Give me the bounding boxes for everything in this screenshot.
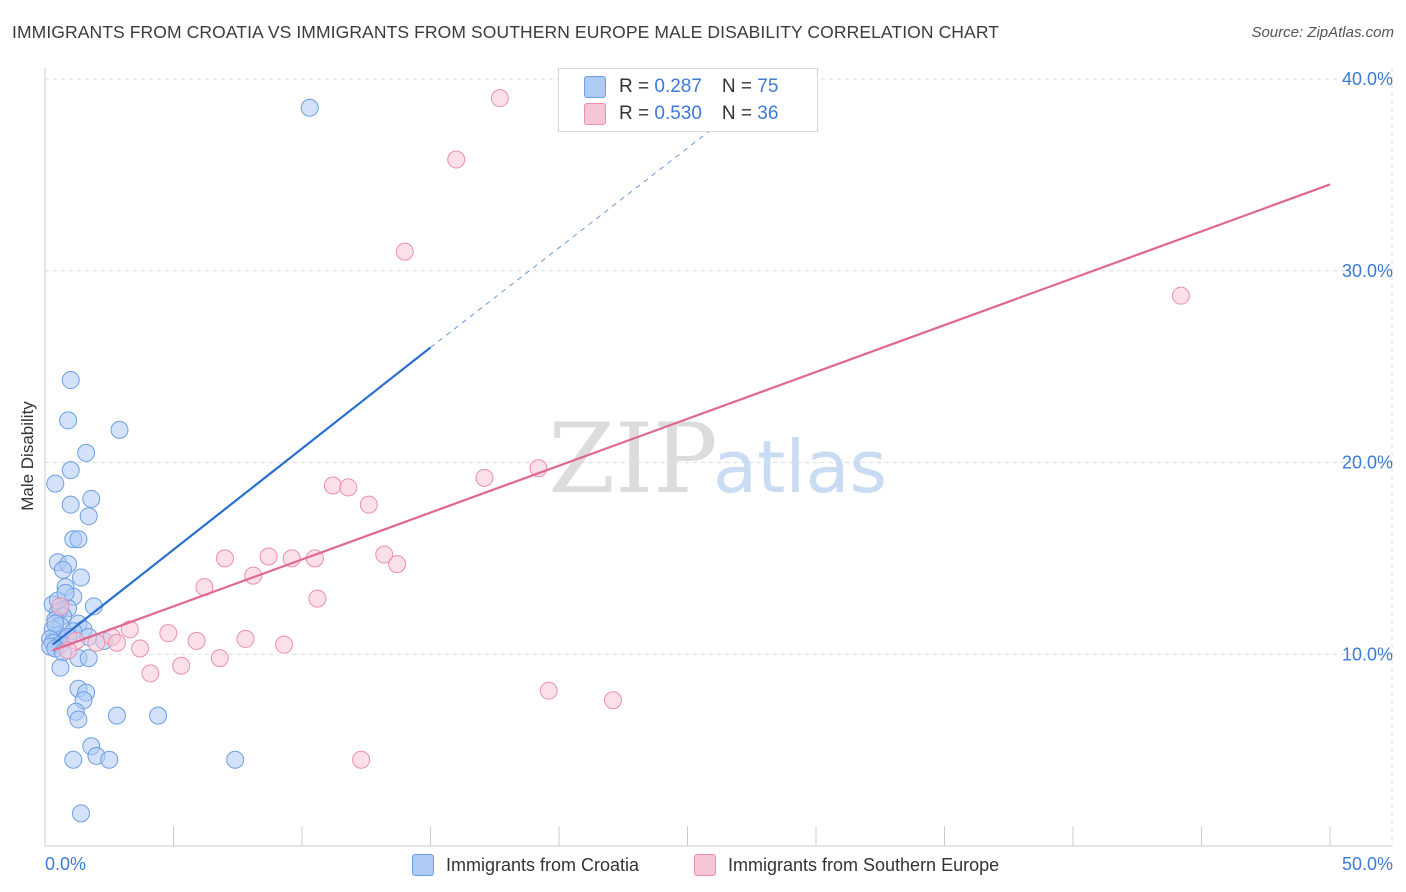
southern-europe-point (308, 589, 327, 608)
axes (44, 68, 1392, 847)
southern-europe-point (475, 468, 494, 487)
croatia-point (149, 706, 168, 725)
trend-line-croatia-extension (430, 97, 753, 348)
southern-europe-point (490, 89, 509, 108)
x-tick-label: 50.0% (1342, 854, 1393, 874)
croatia-point (77, 443, 96, 462)
n-label: N = (721, 76, 758, 97)
southern-europe-point (159, 624, 178, 643)
croatia-point (110, 420, 129, 439)
southern-europe-point (187, 631, 206, 650)
southern-europe-point (603, 691, 622, 710)
r-label: R = (619, 76, 655, 97)
r-value-southern-europe: 0.530 (654, 103, 702, 124)
source-label: Source: ZipAtlas.com (1251, 24, 1394, 41)
croatia-point (79, 649, 98, 668)
croatia-point (53, 560, 72, 579)
trend-line-southern-europe (52, 183, 1331, 652)
legend-label-croatia: Immigrants from Croatia (446, 854, 640, 875)
n-value-southern-europe: 36 (757, 103, 779, 124)
croatia-point (59, 411, 78, 430)
n-label: N = (721, 103, 758, 124)
legend-item-croatia[interactable]: Immigrants from Croatia (412, 852, 639, 878)
correlation-legend: R = 0.287 N = 75 R = 0.530 N = 36 (558, 68, 818, 132)
chart-title: IMMIGRANTS FROM CROATIA VS IMMIGRANTS FR… (12, 22, 1000, 42)
watermark-atlas: atlas (713, 425, 887, 509)
r-label: R = (619, 103, 655, 124)
gridlines (45, 68, 1393, 846)
croatia-point (71, 804, 90, 823)
legend-item-southern-europe[interactable]: Immigrants from Southern Europe (694, 852, 999, 878)
watermark-zip: ZIP (548, 403, 717, 515)
croatia-point (300, 98, 319, 117)
croatia-point (46, 474, 65, 493)
southern-europe-point (120, 620, 139, 639)
southern-europe-point (141, 664, 160, 683)
southern-europe-point (323, 476, 342, 495)
southern-europe-point (1171, 286, 1190, 305)
y-tick-labels: 10.0% 20.0% 30.0% 40.0% (1342, 69, 1393, 664)
croatia-point (61, 461, 80, 480)
southern-europe-point (236, 629, 255, 648)
southern-europe-point (359, 495, 378, 514)
croatia-point (61, 495, 80, 514)
southern-europe-point (352, 750, 371, 769)
southern-europe-point (131, 639, 150, 658)
southern-europe-point (388, 555, 407, 574)
croatia-point (69, 530, 88, 549)
southern-europe-point (51, 597, 70, 616)
croatia-point (79, 507, 98, 526)
southern-europe-point (275, 635, 294, 654)
croatia-point (64, 750, 83, 769)
legend-swatch-croatia (412, 854, 434, 876)
croatia-point (226, 750, 245, 769)
croatia-point (46, 614, 65, 633)
x-tick-label: 0.0% (45, 854, 86, 874)
southern-europe-point (107, 633, 126, 652)
r-value-croatia: 0.287 (654, 76, 702, 97)
southern-europe-point (395, 242, 414, 261)
y-tick-label: 10.0% (1342, 644, 1393, 664)
y-axis-label: Male Disability (18, 401, 37, 511)
southern-europe-point (210, 649, 229, 668)
series-southern-europe-points (51, 89, 1190, 769)
trend-line-croatia (52, 346, 432, 646)
southern-europe-point (339, 478, 358, 497)
n-value-croatia: 75 (757, 76, 779, 97)
southern-europe-point (447, 150, 466, 169)
x-tick-labels: 0.0% 50.0% (45, 854, 1393, 874)
y-tick-label: 40.0% (1342, 69, 1393, 89)
southern-europe-point (259, 547, 278, 566)
y-tick-label: 20.0% (1342, 453, 1393, 473)
croatia-point (107, 706, 126, 725)
legend-label-southern-europe: Immigrants from Southern Europe (728, 854, 1000, 875)
croatia-point (82, 489, 101, 508)
southern-europe-point (539, 681, 558, 700)
legend-swatch-croatia (584, 76, 606, 98)
croatia-point (51, 658, 70, 677)
southern-europe-point (215, 549, 234, 568)
southern-europe-point (375, 545, 394, 564)
croatia-point (61, 371, 80, 390)
croatia-point (69, 710, 88, 729)
southern-europe-point (172, 656, 191, 675)
croatia-point (71, 568, 90, 587)
y-tick-label: 30.0% (1342, 261, 1393, 281)
legend-swatch-southern-europe (694, 854, 716, 876)
series-croatia-points (41, 98, 319, 823)
trend-lines (52, 97, 1331, 652)
croatia-point (100, 750, 119, 769)
legend-swatch-southern-europe (584, 103, 606, 125)
